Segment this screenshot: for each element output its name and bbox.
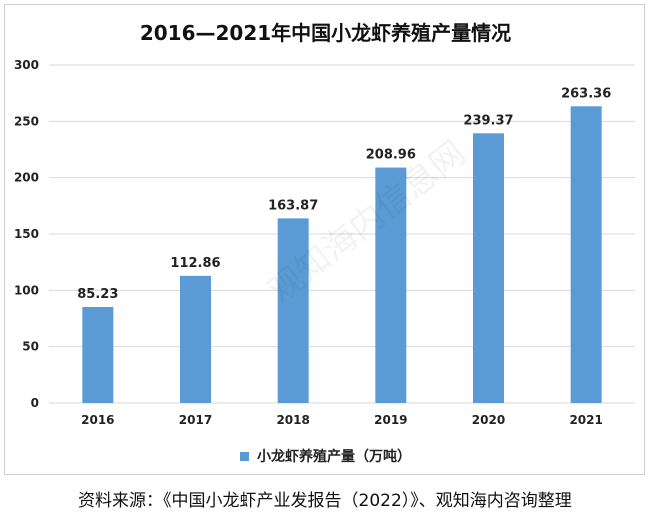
y-tick-label: 300	[14, 58, 39, 72]
x-tick-label: 2018	[276, 413, 309, 427]
data-label: 112.86	[170, 256, 220, 271]
y-tick-label: 250	[14, 114, 39, 128]
chart-title: 2016—2021年中国小龙虾养殖产量情况	[139, 21, 512, 45]
data-label: 85.23	[77, 287, 118, 302]
x-tick-label: 2016	[81, 413, 114, 427]
data-label: 239.37	[463, 113, 513, 128]
source-note: 资料来源：《中国小龙虾产业发报告（2022）》、观知海内咨询整理	[78, 491, 572, 511]
bar	[277, 218, 309, 403]
data-label: 163.87	[268, 198, 318, 213]
x-tick-label: 2017	[179, 413, 212, 427]
y-tick-label: 50	[22, 340, 39, 354]
x-tick-label: 2021	[569, 413, 602, 427]
bar	[180, 275, 211, 403]
y-tick-label: 200	[14, 171, 39, 185]
y-tick-label: 0	[31, 396, 39, 410]
chart-plot: 0 50 100 150 200 250 300 85.23 2016 112.86 2017 163…	[14, 58, 635, 427]
bar	[375, 167, 407, 403]
bar	[473, 133, 504, 403]
bar	[82, 306, 114, 403]
legend-swatch	[240, 451, 249, 461]
x-tick-label: 2019	[374, 413, 407, 427]
y-tick-label: 100	[14, 283, 39, 297]
x-tick-label: 2020	[472, 413, 505, 427]
chart-container: 2016—2021年中国小龙虾养殖产量情况 0 50 100 150 200 250 300…	[4, 4, 645, 475]
data-label: 263.36	[561, 86, 611, 101]
chart-legend: 小龙虾养殖产量（万吨）	[5, 446, 646, 466]
data-label: 208.96	[366, 148, 416, 163]
legend-label: 小龙虾养殖产量（万吨）	[257, 449, 411, 465]
y-tick-label: 150	[14, 227, 39, 241]
bar	[570, 106, 602, 403]
